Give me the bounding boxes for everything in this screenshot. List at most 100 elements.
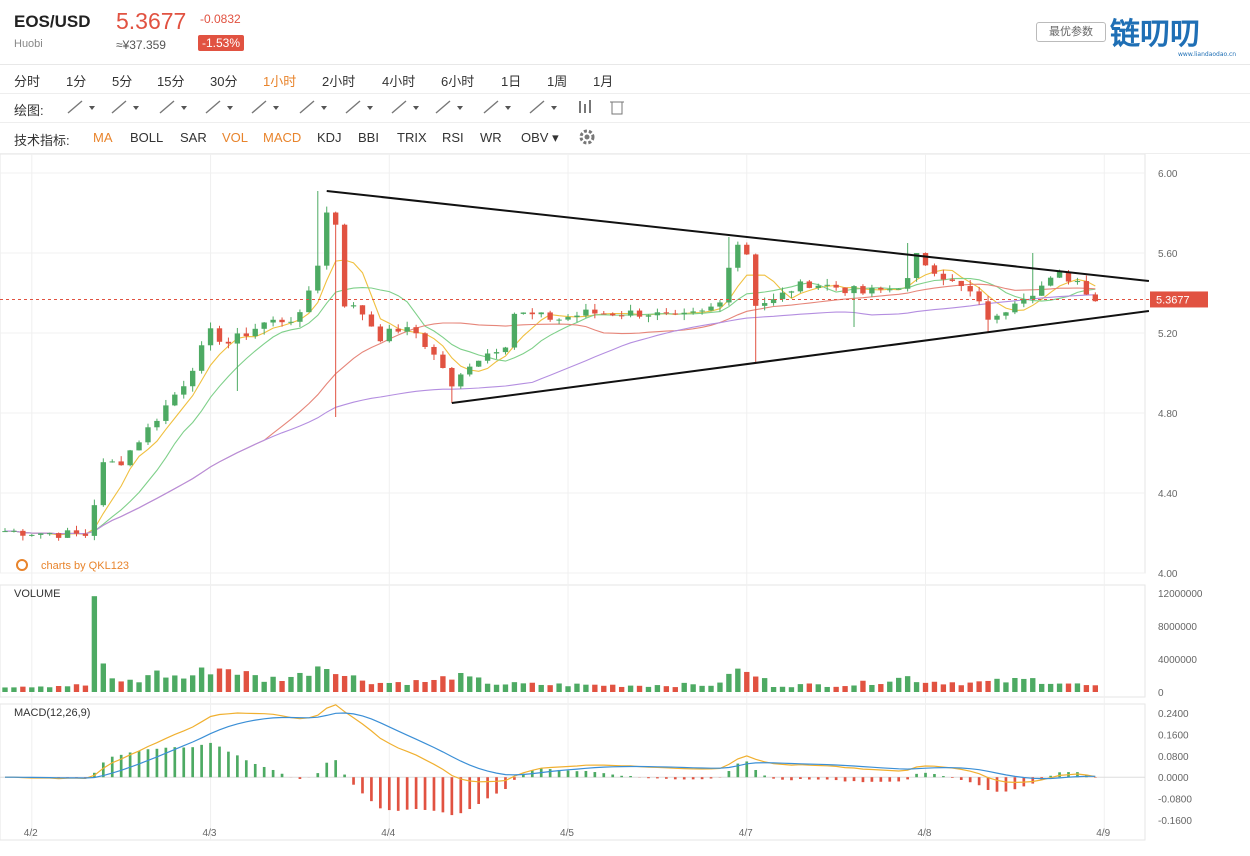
interval-8[interactable]: 6小时	[441, 74, 475, 89]
indicator-kdj[interactable]: KDJ	[317, 130, 342, 145]
candle-7	[64, 527, 71, 538]
candle-body-3	[29, 534, 35, 536]
macd-hist-44	[396, 777, 400, 811]
fib-tool-icon[interactable]	[390, 98, 422, 116]
macd-hist-70	[629, 775, 632, 778]
candle-64	[574, 311, 580, 323]
indicator-sar[interactable]: SAR	[180, 130, 207, 145]
macd-hist-37	[334, 760, 338, 778]
indicator-trix[interactable]: TRIX	[397, 130, 427, 145]
candle-69	[618, 311, 625, 320]
macd-hist-115	[1031, 777, 1035, 784]
indicator-macd[interactable]: MACD	[263, 130, 302, 145]
macd-tick-4: -0.0800	[1158, 795, 1192, 806]
angle-tool-icon[interactable]	[158, 98, 190, 116]
macd-hist-86	[772, 777, 775, 779]
interval-4[interactable]: 30分	[210, 74, 238, 89]
best-params-button[interactable]: 最优参数	[1036, 22, 1106, 42]
candle-body-45	[404, 327, 410, 332]
candle-body-54	[484, 353, 491, 361]
interval-9[interactable]: 1日	[501, 74, 522, 89]
line-tool-icon[interactable]	[66, 98, 98, 116]
candle-79	[708, 303, 714, 312]
indicator-vol[interactable]: VOL	[222, 130, 249, 145]
macd-hist-92	[825, 777, 829, 780]
volume-bar-83	[744, 671, 750, 692]
candle-body-97	[869, 287, 875, 294]
trash-icon[interactable]	[608, 98, 640, 116]
macd-hist-84	[754, 769, 758, 778]
candle-22	[198, 341, 205, 374]
indicator-wr[interactable]: WR	[480, 130, 502, 145]
macd-hist-73	[656, 777, 659, 779]
volume-bar-118	[1056, 683, 1063, 692]
ma60-line	[4, 294, 1096, 535]
macd-hist-11	[101, 762, 105, 778]
interval-6[interactable]: 2小时	[322, 74, 356, 89]
price-tick-2: 5.20	[1158, 329, 1178, 340]
volume-bar-20	[181, 678, 187, 692]
candle-body-23	[207, 328, 214, 346]
interval-10[interactable]: 1周	[547, 74, 568, 89]
volume-bar-84	[753, 676, 759, 692]
bar-tool-icon[interactable]	[576, 98, 608, 116]
macd-hist-13	[119, 754, 123, 778]
indicator-rsi[interactable]: RSI	[442, 130, 464, 145]
interval-11[interactable]: 1月	[593, 74, 614, 89]
indicator-ma[interactable]: MA	[93, 130, 113, 145]
candle-body-70	[627, 310, 634, 316]
volume-bar-107	[958, 685, 964, 692]
candle-20	[181, 380, 187, 399]
macd-hist-39	[352, 777, 355, 785]
ma10-line	[4, 277, 1096, 535]
candle-body-72	[645, 315, 652, 317]
pattern-tool-icon[interactable]	[298, 98, 330, 116]
candle-body-7	[64, 530, 71, 538]
wave-tool-icon[interactable]	[250, 98, 282, 116]
macd-hist-76	[682, 777, 686, 780]
macd-hist-36	[325, 762, 329, 778]
candle-50	[449, 367, 455, 403]
indicator-boll[interactable]: BOLL	[130, 130, 164, 145]
volume-bar-31	[279, 680, 285, 692]
interval-2[interactable]: 5分	[112, 74, 133, 89]
candle-body-31	[279, 319, 285, 323]
volume-bar-73	[654, 685, 661, 692]
volume-bar-81	[726, 673, 732, 692]
candle-body-62	[556, 319, 562, 321]
arrow-tool-icon[interactable]	[434, 98, 466, 116]
volume-bar-117	[1047, 683, 1054, 692]
ellipse-tool-icon[interactable]	[204, 98, 236, 116]
candle-67	[601, 311, 607, 315]
macd-tick-3: 0.0000	[1158, 773, 1189, 784]
volume-bar-99	[887, 681, 893, 692]
change-percent-badge: -1.53%	[198, 35, 245, 51]
volume-bar-5	[47, 687, 53, 692]
indicator-obv[interactable]: OBV ▾	[521, 130, 559, 145]
candle-14	[127, 449, 133, 467]
volume-bar-119	[1065, 683, 1072, 692]
price-chart[interactable]: 6.00 5.60 5.20 4.80 4.40 4.00 12000000 8000000 4…	[0, 154, 1250, 856]
macd-hist-90	[807, 777, 811, 780]
volume-bar-85	[761, 678, 768, 692]
interval-5[interactable]: 1小时	[263, 74, 297, 89]
macd-hist-54	[486, 777, 489, 799]
range-tool-icon[interactable]	[482, 98, 514, 116]
interval-7[interactable]: 4小时	[382, 74, 416, 89]
interval-0[interactable]: 分时	[14, 74, 41, 89]
macd-hist-51	[459, 777, 463, 814]
price-tick-5: 4.00	[1158, 569, 1178, 580]
text-tool-icon[interactable]	[344, 98, 376, 116]
indicator-bbi[interactable]: BBI	[358, 130, 379, 145]
comment-tool-icon[interactable]	[528, 98, 560, 116]
macd-hist-88	[790, 777, 793, 781]
interval-1[interactable]: 1分	[66, 74, 87, 89]
macd-hist-82	[736, 763, 740, 778]
brush-tool-icon[interactable]	[110, 98, 142, 116]
volume-bar-105	[940, 684, 947, 692]
volume-bar-102	[913, 682, 920, 692]
interval-3[interactable]: 15分	[157, 74, 185, 89]
macd-hist-109	[977, 777, 981, 786]
gear-icon[interactable]	[578, 128, 596, 146]
candle-115	[1030, 253, 1036, 304]
